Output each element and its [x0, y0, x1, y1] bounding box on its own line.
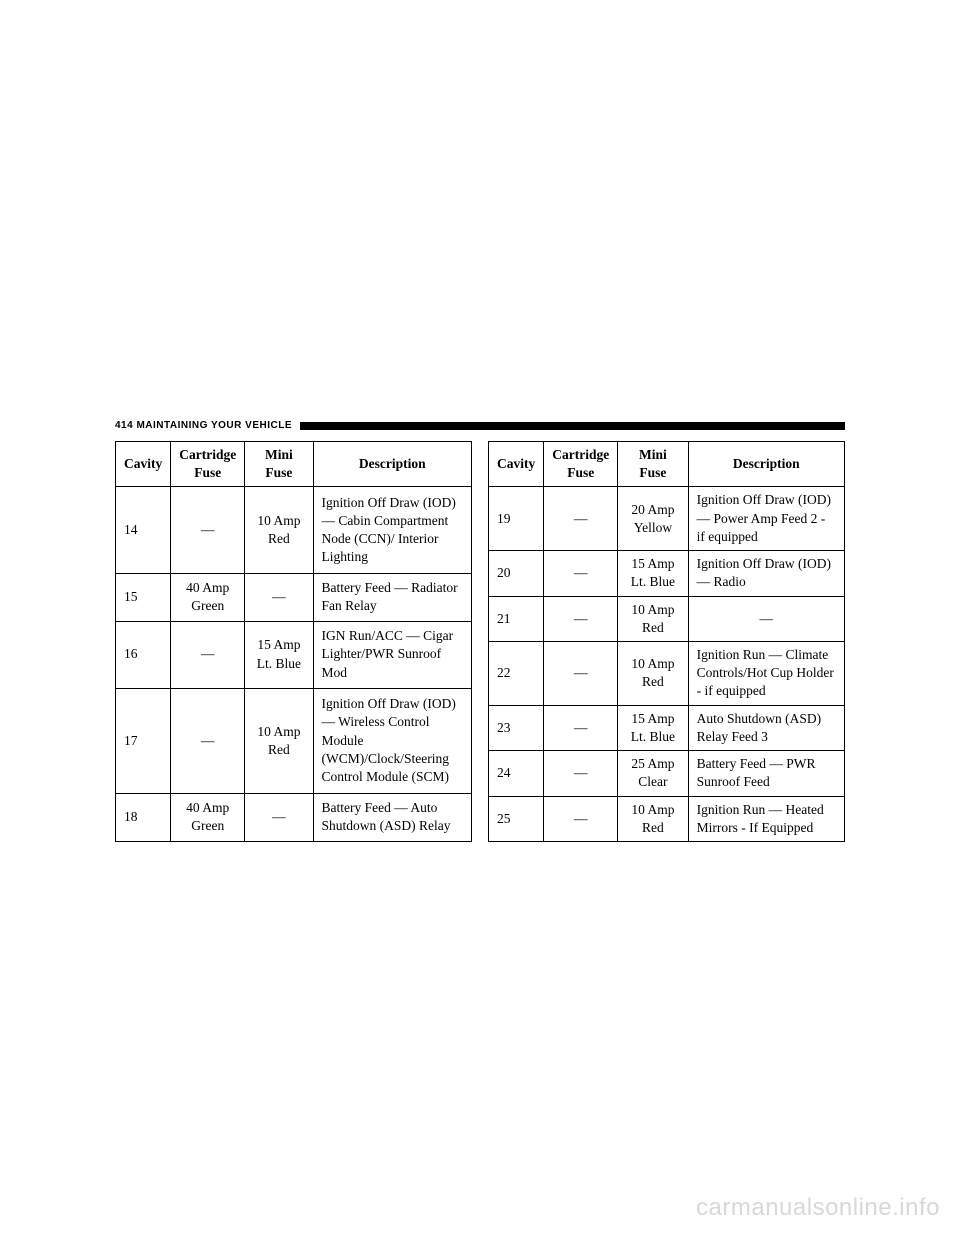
cell-cavity: 22 [489, 641, 544, 705]
cell-cavity: 14 [116, 487, 171, 573]
cell-cartridge: — [171, 688, 245, 793]
cell-cartridge: — [544, 705, 618, 750]
table-row: 16—15 Amp Lt. BlueIGN Run/ACC — Cigar Li… [116, 621, 472, 688]
table-row: 1840 Amp Green—Battery Feed — Auto Shutd… [116, 794, 472, 842]
cell-description: Battery Feed — Radiator Fan Relay [313, 573, 471, 621]
cell-cavity: 18 [116, 794, 171, 842]
table-header-row: Cavity Cartridge Fuse Mini Fuse Descript… [489, 442, 845, 487]
cell-mini-fuse: — [245, 794, 313, 842]
cell-mini-fuse: 10 Amp Red [618, 796, 688, 841]
cell-mini-fuse: 20 Amp Yellow [618, 487, 688, 551]
header-description: Description [688, 442, 844, 487]
cell-cavity: 23 [489, 705, 544, 750]
cell-mini-fuse: 15 Amp Lt. Blue [245, 621, 313, 688]
cell-cartridge: — [544, 596, 618, 641]
table-row: 19—20 Amp YellowIgnition Off Draw (IOD) … [489, 487, 845, 551]
fuse-table-right: Cavity Cartridge Fuse Mini Fuse Descript… [488, 441, 845, 842]
header-cavity: Cavity [116, 442, 171, 487]
header-description: Description [313, 442, 471, 487]
cell-cavity: 19 [489, 487, 544, 551]
cell-description: Battery Feed — PWR Sunroof Feed [688, 751, 844, 796]
header-bar [300, 422, 845, 430]
header-mini: Mini Fuse [245, 442, 313, 487]
cell-mini-fuse: 10 Amp Red [618, 596, 688, 641]
cell-cartridge: — [544, 487, 618, 551]
tables-container: Cavity Cartridge Fuse Mini Fuse Descript… [115, 441, 845, 842]
cell-cartridge: 40 Amp Green [171, 794, 245, 842]
cell-cavity: 24 [489, 751, 544, 796]
cell-cartridge: 40 Amp Green [171, 573, 245, 621]
cell-description: Ignition Off Draw (IOD) — Power Amp Feed… [688, 487, 844, 551]
cell-cartridge: — [544, 751, 618, 796]
cell-mini-fuse: 25 Amp Clear [618, 751, 688, 796]
table-row: 22—10 Amp RedIgnition Run — Climate Cont… [489, 641, 845, 705]
cell-cavity: 15 [116, 573, 171, 621]
cell-cartridge: — [544, 641, 618, 705]
table-row: 14—10 Amp RedIgnition Off Draw (IOD) — C… [116, 487, 472, 573]
cell-cavity: 20 [489, 551, 544, 596]
cell-description: Auto Shutdown (ASD) Relay Feed 3 [688, 705, 844, 750]
table-row: 25—10 Amp RedIgnition Run — Heated Mirro… [489, 796, 845, 841]
cell-cartridge: — [171, 621, 245, 688]
cell-description: Ignition Off Draw (IOD) — Radio [688, 551, 844, 596]
cell-cartridge: — [544, 796, 618, 841]
page-number-section: 414 MAINTAINING YOUR VEHICLE [115, 420, 292, 431]
table-row: 20—15 Amp Lt. BlueIgnition Off Draw (IOD… [489, 551, 845, 596]
header-mini: Mini Fuse [618, 442, 688, 487]
header-cavity: Cavity [489, 442, 544, 487]
cell-mini-fuse: 15 Amp Lt. Blue [618, 705, 688, 750]
cell-description: Ignition Off Draw (IOD) — Cabin Compartm… [313, 487, 471, 573]
cell-description: Ignition Off Draw (IOD) — Wireless Contr… [313, 688, 471, 793]
header-cartridge: Cartridge Fuse [544, 442, 618, 487]
cell-mini-fuse: 10 Amp Red [618, 641, 688, 705]
cell-description: Battery Feed — Auto Shutdown (ASD) Relay [313, 794, 471, 842]
table-row: 1540 Amp Green—Battery Feed — Radiator F… [116, 573, 472, 621]
table-header-row: Cavity Cartridge Fuse Mini Fuse Descript… [116, 442, 472, 487]
cell-cavity: 17 [116, 688, 171, 793]
cell-description: Ignition Run — Climate Controls/Hot Cup … [688, 641, 844, 705]
header-cartridge: Cartridge Fuse [171, 442, 245, 487]
table-row: 21—10 Amp Red— [489, 596, 845, 641]
fuse-table-left: Cavity Cartridge Fuse Mini Fuse Descript… [115, 441, 472, 842]
page-number: 414 [115, 420, 133, 431]
cell-cartridge: — [544, 551, 618, 596]
cell-mini-fuse: 15 Amp Lt. Blue [618, 551, 688, 596]
cell-cartridge: — [171, 487, 245, 573]
cell-cavity: 21 [489, 596, 544, 641]
table-row: 17—10 Amp RedIgnition Off Draw (IOD) — W… [116, 688, 472, 793]
cell-mini-fuse: 10 Amp Red [245, 688, 313, 793]
table-row: 24—25 Amp ClearBattery Feed — PWR Sunroo… [489, 751, 845, 796]
cell-mini-fuse: — [245, 573, 313, 621]
section-title: MAINTAINING YOUR VEHICLE [136, 420, 292, 431]
cell-description: — [688, 596, 844, 641]
page-content: 414 MAINTAINING YOUR VEHICLE Cavity Cart… [115, 420, 845, 842]
watermark: carmanualsonline.info [696, 1194, 940, 1222]
page-header: 414 MAINTAINING YOUR VEHICLE [115, 420, 845, 431]
cell-cavity: 25 [489, 796, 544, 841]
cell-description: Ignition Run — Heated Mirrors - If Equip… [688, 796, 844, 841]
cell-mini-fuse: 10 Amp Red [245, 487, 313, 573]
table-row: 23—15 Amp Lt. BlueAuto Shutdown (ASD) Re… [489, 705, 845, 750]
cell-description: IGN Run/ACC — Cigar Lighter/PWR Sunroof … [313, 621, 471, 688]
cell-cavity: 16 [116, 621, 171, 688]
